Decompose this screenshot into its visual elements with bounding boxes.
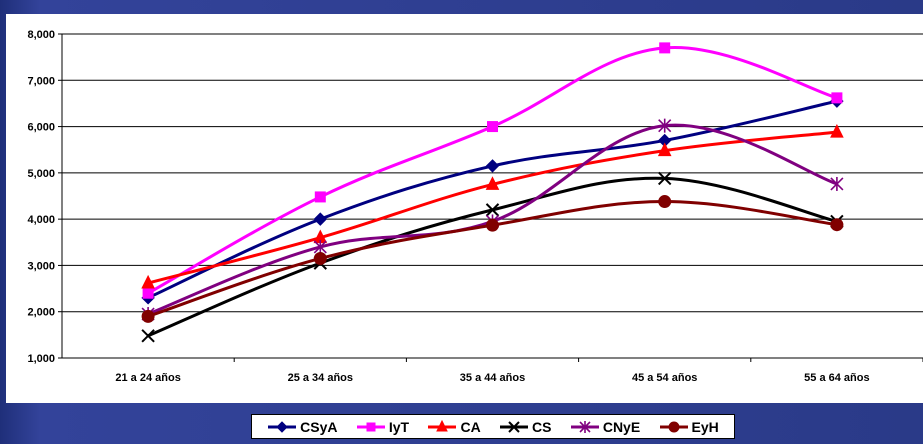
x-axis-ticks: 21 a 24 años 25 a 34 años 35 a 44 años 45 a… <box>115 372 869 384</box>
legend-item-iyt: IyT <box>356 419 409 435</box>
legend-swatch-iyt <box>356 422 385 431</box>
data-point-iyt <box>831 92 843 104</box>
y-tick-label: 8,000 <box>27 29 55 41</box>
chart-area: 1,000 2,000 3,000 4,000 5,000 6,000 7,000 8,000… <box>6 14 923 403</box>
data-point-eyh <box>486 218 499 232</box>
x-tick-label: 21 a 24 años <box>115 372 180 384</box>
legend-swatch-cs <box>500 420 529 433</box>
data-point-csya <box>313 212 328 226</box>
data-point-ca <box>141 274 155 289</box>
legend-label-csya: CSyA <box>300 418 338 435</box>
x-tick-label: 55 a 64 años <box>804 372 869 384</box>
data-point-ca <box>657 142 672 157</box>
legend-swatch-cnye <box>570 420 599 433</box>
legend-swatch-csya <box>268 420 297 433</box>
data-point-eyh <box>313 251 327 265</box>
data-point-iyt <box>487 121 498 133</box>
y-tick-label: 2,000 <box>27 307 55 319</box>
legend-item-cnye: CNyE <box>570 419 640 435</box>
data-point-iyt <box>659 42 671 54</box>
y-tick-label: 6,000 <box>27 122 55 134</box>
x-tick-label: 45 a 54 años <box>632 372 697 384</box>
y-tick-label: 3,000 <box>27 260 55 272</box>
legend-item-csya: CSyA <box>267 418 338 435</box>
legend-item-ca: CA <box>427 418 481 435</box>
legend-label-cs: CS <box>532 418 552 435</box>
legend-label-iyt: IyT <box>388 418 410 435</box>
x-tick-label: 35 a 44 años <box>460 372 525 384</box>
legend-label-ca: CA <box>460 418 481 435</box>
axes <box>58 33 923 362</box>
data-point-iyt <box>142 287 154 299</box>
legend-marker-eyh <box>668 421 680 432</box>
y-axis-ticks: 1,000 2,000 3,000 4,000 5,000 6,000 7,000 8,000 <box>27 29 55 365</box>
legend-label-cnye: CNyE <box>602 418 641 435</box>
data-point-eyh <box>141 309 155 323</box>
y-tick-label: 1,000 <box>27 353 55 365</box>
data-point-csya <box>485 159 500 173</box>
legend-item-cs: CS <box>499 419 551 435</box>
chart-legend: CSyA IyT CA CS CNyE EyH <box>251 414 735 439</box>
data-point-cnye <box>658 118 672 133</box>
legend-swatch-eyh <box>659 421 688 432</box>
series-points-eyh <box>141 195 844 323</box>
data-point-cnye <box>313 239 327 254</box>
data-point-cs <box>657 171 672 186</box>
legend-marker-iyt <box>366 422 376 431</box>
data-point-cs <box>141 329 155 343</box>
data-point-iyt <box>314 191 326 203</box>
y-tick-label: 5,000 <box>27 168 55 180</box>
line-chart: 1,000 2,000 3,000 4,000 5,000 6,000 7,000 8,000… <box>27 29 923 384</box>
y-tick-label: 4,000 <box>27 214 55 226</box>
legend-label-eyh: EyH <box>691 418 719 435</box>
data-point-ca <box>485 176 500 190</box>
series-markers <box>141 42 844 343</box>
series-lines <box>147 46 838 338</box>
legend-item-eyh: EyH <box>659 419 719 435</box>
legend-marker-csya <box>276 420 288 433</box>
y-tick-label: 7,000 <box>27 75 55 87</box>
data-point-ca <box>830 124 844 138</box>
gridlines <box>62 33 923 313</box>
legend-marker-cs <box>508 420 520 433</box>
legend-swatch-ca <box>428 419 457 431</box>
x-tick-label: 25 a 34 años <box>288 372 353 384</box>
data-point-eyh <box>830 218 844 232</box>
series-points-ca <box>141 124 844 289</box>
legend-marker-ca <box>436 419 449 431</box>
data-point-eyh <box>658 195 672 209</box>
legend-marker-cnye <box>579 420 591 433</box>
data-point-cs <box>485 203 500 217</box>
series-points-iyt <box>142 42 843 299</box>
data-point-cnye <box>830 176 844 191</box>
